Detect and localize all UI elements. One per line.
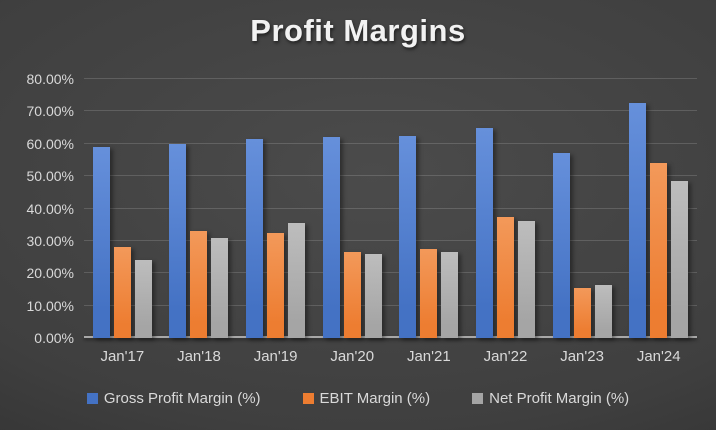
y-tick-label-80-00: 80.00% <box>26 71 74 87</box>
bar-group-jan-19 <box>237 79 314 338</box>
legend-item-gross-profit-margin: Gross Profit Margin (%) <box>86 390 261 407</box>
x-tick-label-jan-21: Jan'21 <box>406 348 451 365</box>
y-tick-label-20-00: 20.00% <box>26 265 74 282</box>
bar-net-profit-margin-jan-22 <box>517 221 535 338</box>
legend-swatch-icon <box>86 393 98 404</box>
bar-gross-profit-margin-jan-23 <box>552 153 570 338</box>
bar-net-profit-margin-jan-19 <box>288 223 306 338</box>
legend-item-ebit-margin: EBIT Margin (%) <box>302 390 431 407</box>
bar-ebit-margin-jan-24 <box>650 163 668 338</box>
gridline-40-00 <box>84 207 697 209</box>
bar-groups <box>84 79 697 338</box>
bar-group-jan-24 <box>620 79 697 338</box>
bar-ebit-margin-jan-19 <box>267 232 285 338</box>
bar-ebit-margin-jan-21 <box>420 248 438 338</box>
bar-gross-profit-margin-jan-21 <box>399 135 417 338</box>
x-tick-label-jan-20: Jan'20 <box>330 348 375 365</box>
y-tick-label-40-00: 40.00% <box>26 200 74 217</box>
y-tick-label-70-00: 70.00% <box>26 103 74 120</box>
legend: Gross Profit Margin (%) EBIT Margin (%) Ne… <box>0 390 716 407</box>
legend-label: EBIT Margin (%) <box>319 390 431 407</box>
bar-group-jan-21 <box>391 79 468 338</box>
legend-label: Gross Profit Margin (%) <box>103 390 261 407</box>
legend-swatch-icon <box>302 393 314 404</box>
bar-net-profit-margin-jan-23 <box>594 284 612 338</box>
y-tick-label-60-00: 60.00% <box>26 135 74 152</box>
bar-gross-profit-margin-jan-20 <box>322 137 340 338</box>
gridline-20-00 <box>84 272 697 274</box>
x-tick-label-jan-18: Jan'18 <box>177 348 221 365</box>
legend-label: Net Profit Margin (%) <box>489 390 630 407</box>
plot-area <box>84 78 697 338</box>
bar-gross-profit-margin-jan-18 <box>169 143 187 338</box>
bar-gross-profit-margin-jan-24 <box>629 103 647 338</box>
bar-ebit-margin-jan-23 <box>573 287 591 338</box>
y-tick-label-10-00: 10.00% <box>26 297 74 314</box>
x-tick-label-jan-24: Jan'24 <box>636 348 681 365</box>
x-tick-label-jan-22: Jan'22 <box>483 348 528 365</box>
bar-group-jan-20 <box>314 79 391 338</box>
bar-net-profit-margin-jan-24 <box>671 180 689 338</box>
bar-net-profit-margin-jan-20 <box>364 253 382 338</box>
bar-net-profit-margin-jan-21 <box>441 252 459 338</box>
bar-ebit-margin-jan-20 <box>343 252 361 338</box>
chart-title: Profit Margins <box>250 13 466 48</box>
x-axis-line <box>84 336 697 338</box>
y-axis: 0.00% 10.00% 20.00% 30.00% 40.00% 50.00% 60.00… <box>0 71 77 346</box>
y-tick-label-0-00: 0.00% <box>34 330 74 346</box>
gridline-10-00 <box>84 304 697 306</box>
gridline-30-00 <box>84 239 697 241</box>
x-tick-label-jan-23: Jan'23 <box>560 348 604 365</box>
gridline-60-00 <box>84 142 697 144</box>
bar-net-profit-margin-jan-17 <box>134 260 152 338</box>
gridline-80-00 <box>84 78 697 79</box>
y-tick-label-30-00: 30.00% <box>26 232 74 249</box>
bar-gross-profit-margin-jan-19 <box>246 138 264 338</box>
bar-group-jan-22 <box>467 79 544 338</box>
gridline-70-00 <box>84 110 697 112</box>
bar-group-jan-18 <box>161 79 238 338</box>
gridline-50-00 <box>84 175 697 177</box>
bar-ebit-margin-jan-22 <box>496 216 514 338</box>
x-tick-label-jan-19: Jan'19 <box>253 348 298 365</box>
y-tick-label-50-00: 50.00% <box>26 168 74 185</box>
legend-item-net-profit-margin: Net Profit Margin (%) <box>472 390 629 407</box>
x-axis: Jan'17 Jan'18 Jan'19 Jan'20 Jan'21 Jan'22 Jan'… <box>84 348 697 365</box>
bar-gross-profit-margin-jan-22 <box>475 127 493 338</box>
bar-net-profit-margin-jan-18 <box>211 237 229 338</box>
x-tick-label-jan-17: Jan'17 <box>100 348 145 365</box>
bar-gross-profit-margin-jan-17 <box>92 147 110 338</box>
bar-group-jan-17 <box>84 79 161 338</box>
bar-group-jan-23 <box>544 79 621 338</box>
legend-swatch-icon <box>472 393 484 404</box>
bar-ebit-margin-jan-17 <box>113 247 131 338</box>
bar-ebit-margin-jan-18 <box>190 231 208 338</box>
